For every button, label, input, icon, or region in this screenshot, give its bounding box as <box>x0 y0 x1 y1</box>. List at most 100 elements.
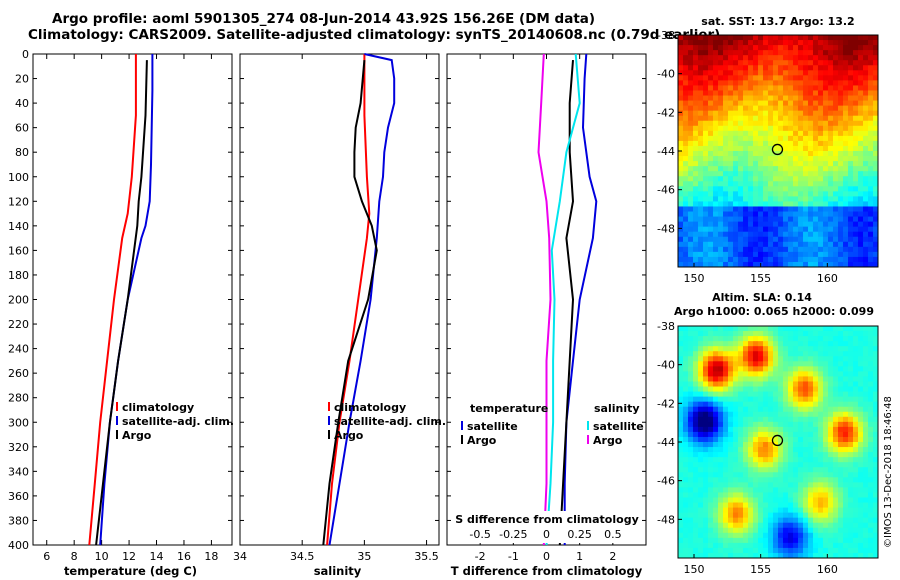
map-cell <box>813 517 819 524</box>
map-cell <box>708 80 714 87</box>
map-cell <box>858 181 864 187</box>
map-cell <box>693 75 699 81</box>
map-cell <box>853 60 859 66</box>
map-cell <box>833 411 839 418</box>
map-cell <box>828 512 834 519</box>
map-cell <box>783 125 789 132</box>
map-cell <box>743 75 749 81</box>
map-cell <box>763 436 769 443</box>
map-cell <box>868 457 874 463</box>
map-cell <box>688 236 694 243</box>
map-cell <box>738 401 744 408</box>
argo-position-marker-3 <box>771 143 784 156</box>
map-cell <box>838 482 844 488</box>
map-cell <box>808 90 814 97</box>
map-cell <box>753 171 759 177</box>
map-cell <box>698 542 704 549</box>
map-cell <box>858 411 864 418</box>
map-cell <box>833 502 839 509</box>
map-cell <box>728 381 734 388</box>
map-cell <box>858 90 864 97</box>
map-cell <box>678 426 684 433</box>
map-cell <box>773 386 779 393</box>
map-cell <box>803 70 809 76</box>
map-cell <box>738 70 744 76</box>
map-cell <box>758 462 764 468</box>
map-cell <box>828 50 834 56</box>
map-cell <box>693 391 699 398</box>
map-cell <box>773 351 779 357</box>
map-cell <box>723 411 729 418</box>
map-cell <box>763 115 769 122</box>
map-cell <box>693 115 699 122</box>
map-cell <box>818 196 824 203</box>
map-cell <box>718 181 724 187</box>
map-cell <box>763 256 769 263</box>
map-cell <box>773 221 779 228</box>
map-cell <box>858 110 864 117</box>
map-cell <box>693 331 699 337</box>
s-tick-label-4: 0.5 <box>604 528 622 541</box>
map-cell <box>853 371 859 378</box>
map-cell <box>683 421 689 428</box>
map-cell <box>708 416 714 423</box>
map-cell <box>873 431 878 438</box>
map-cell <box>848 135 854 142</box>
map-cell <box>868 477 874 483</box>
map-cell <box>778 547 784 554</box>
map-cell <box>758 145 764 152</box>
legend-label-2-1: Argo <box>467 434 497 447</box>
map-cell <box>723 60 729 66</box>
map-cell <box>758 226 764 233</box>
map-cell <box>698 371 704 378</box>
map-cell <box>678 201 684 208</box>
map-cell <box>848 186 854 192</box>
x-tick-label-0-4: 14 <box>150 550 164 563</box>
map-cell <box>703 507 709 514</box>
map-cell <box>783 171 789 177</box>
map-cell <box>863 201 869 208</box>
y-tick-label-1: 20 <box>15 73 29 86</box>
map-cell <box>838 171 844 177</box>
map-cell <box>733 45 739 51</box>
map-cell <box>798 472 804 478</box>
map-cell <box>828 256 834 263</box>
map-cell <box>868 135 874 142</box>
map-cell <box>813 70 819 76</box>
map-cell <box>783 472 789 478</box>
x-tick-label-1-2: 35 <box>357 550 371 563</box>
map-cell <box>783 105 789 112</box>
map-cell <box>753 497 759 504</box>
map-cell <box>728 401 734 408</box>
map-cell <box>698 492 704 499</box>
map-cell <box>838 246 844 253</box>
map-cell <box>818 532 824 539</box>
map-cell <box>793 346 799 352</box>
map-cell <box>823 261 829 267</box>
map-cell <box>788 226 794 233</box>
map-cell <box>873 161 878 167</box>
map-cell <box>803 125 809 132</box>
map-cell <box>808 457 814 463</box>
map-cell <box>718 502 724 509</box>
map-cell <box>833 130 839 137</box>
map-cell <box>848 532 854 539</box>
map-cell <box>853 65 859 71</box>
map-cell <box>703 90 709 97</box>
map-cell <box>773 497 779 504</box>
map-cell <box>868 40 874 46</box>
map-cell <box>748 176 754 182</box>
map-cell <box>828 216 834 223</box>
map-cell <box>808 85 814 92</box>
map-cell <box>733 502 739 509</box>
map-cell <box>798 497 804 504</box>
map-cell <box>718 70 724 76</box>
map-cell <box>703 171 709 177</box>
map-cell <box>868 512 874 519</box>
map-cell <box>803 401 809 408</box>
map-cell <box>843 35 849 41</box>
map-cell <box>728 341 734 347</box>
map-cell <box>708 90 714 97</box>
map-cell <box>778 421 784 428</box>
map-cell <box>783 547 789 554</box>
